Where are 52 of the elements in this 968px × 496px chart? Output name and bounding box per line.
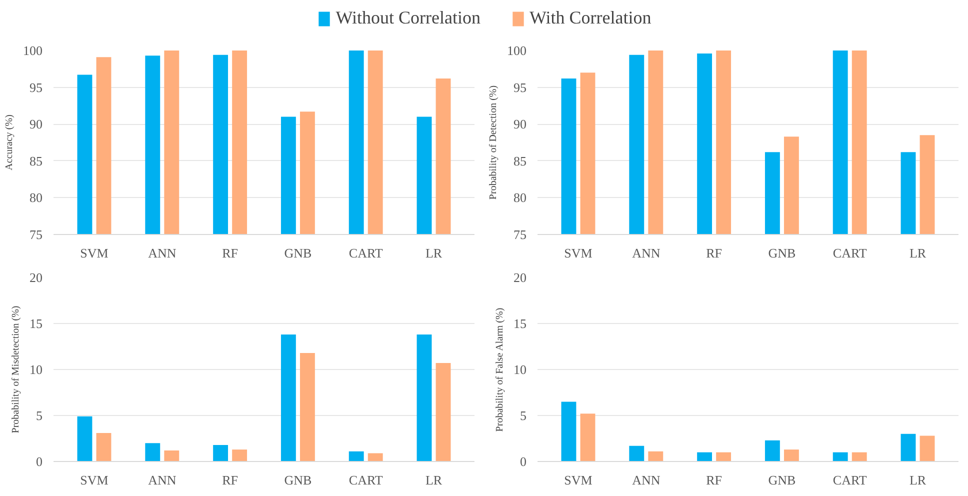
- y-tick-label: 75: [30, 227, 42, 242]
- x-tick-label: GNB: [768, 472, 796, 488]
- y-tick-label: 100: [507, 43, 526, 58]
- y-tick-label: 100: [23, 43, 42, 58]
- legend-label: With Correlation: [530, 8, 652, 28]
- x-tick-label: RF: [222, 472, 238, 488]
- x-tick-label: LR: [425, 472, 442, 488]
- y-tick-label: 85: [30, 153, 42, 168]
- y-tick-label: 90: [30, 116, 42, 132]
- x-tick-label: CART: [832, 246, 867, 260]
- x-tick-label: GNB: [284, 472, 312, 488]
- y-axis-title: Probability of Misdetection (%): [10, 306, 22, 434]
- y-tick-label: 95: [30, 80, 42, 95]
- y-tick-label: 85: [514, 153, 526, 168]
- y-tick-label: 0: [520, 454, 526, 469]
- x-tick-label: SVM: [564, 472, 593, 488]
- x-tick-label: ANN: [148, 246, 177, 260]
- y-tick-label: 10: [514, 362, 526, 377]
- x-tick-label: RF: [706, 472, 722, 488]
- x-tick-label: LR: [425, 246, 442, 260]
- y-tick-label: 5: [36, 408, 42, 423]
- x-tick-label: RF: [706, 246, 722, 260]
- x-tick-label: SVM: [564, 246, 593, 260]
- x-tick-label: CART: [832, 472, 867, 488]
- y-tick-label: 90: [514, 116, 526, 132]
- y-axis-title: Probability of Detection (%): [488, 85, 499, 200]
- x-tick-label: SVM: [80, 246, 109, 260]
- y-tick-label: 95: [514, 80, 526, 95]
- y-tick-label: 80: [30, 190, 42, 206]
- y-axis-title: Accuracy (%): [4, 114, 15, 170]
- x-tick-label: ANN: [148, 472, 177, 488]
- y-tick-label: 75: [514, 227, 526, 242]
- x-tick-label: RF: [222, 246, 238, 260]
- x-tick-label: ANN: [632, 472, 661, 488]
- x-tick-label: ANN: [632, 246, 661, 260]
- y-tick-label: 20: [514, 270, 526, 285]
- legend-label: Without Correlation: [336, 8, 480, 28]
- x-tick-label: LR: [909, 246, 926, 260]
- y-tick-label: 15: [30, 316, 42, 331]
- y-tick-label: 20: [30, 270, 42, 285]
- y-tick-label: 80: [514, 190, 526, 206]
- x-tick-label: GNB: [284, 246, 312, 260]
- x-tick-label: CART: [348, 472, 383, 488]
- x-tick-label: CART: [348, 246, 383, 260]
- x-tick-label: SVM: [80, 472, 109, 488]
- y-tick-label: 10: [30, 362, 42, 377]
- y-tick-label: 5: [520, 408, 526, 423]
- x-tick-label: LR: [909, 472, 926, 488]
- y-tick-label: 0: [36, 454, 42, 469]
- x-tick-label: GNB: [768, 246, 796, 260]
- y-tick-label: 15: [514, 316, 526, 331]
- y-axis-title: Probability of False Alarm (%): [494, 308, 506, 432]
